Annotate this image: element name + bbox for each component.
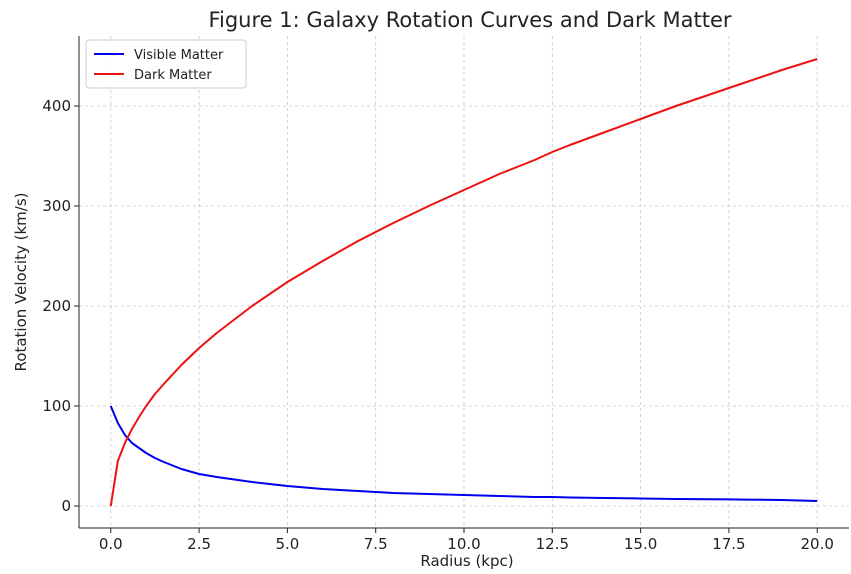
x-tick-label: 5.0 — [275, 535, 299, 553]
series-line-1 — [109, 405, 818, 502]
chart-title: Figure 1: Galaxy Rotation Curves and Dar… — [208, 8, 731, 32]
x-tick-label: 7.5 — [364, 535, 388, 553]
legend-label-2: Dark Matter — [134, 68, 212, 83]
y-tick-label: 300 — [42, 197, 71, 215]
legend: Visible Matter Dark Matter — [85, 39, 247, 89]
series-line-2 — [109, 58, 818, 507]
x-tick-label: 20.0 — [801, 535, 834, 553]
x-axis-label: Radius (kpc) — [420, 552, 513, 570]
y-tick-label: 100 — [42, 397, 71, 415]
series-layer — [109, 58, 818, 507]
axes: 0.0 2.5 5.0 7.5 10.0 12.5 15.0 17.5 20.0 0 100 200 3… — [42, 36, 849, 553]
x-tick-label: 17.5 — [712, 535, 745, 553]
x-tick-label: 0.0 — [99, 535, 123, 553]
x-tick-label: 2.5 — [187, 535, 211, 553]
x-tick-label: 15.0 — [624, 535, 657, 553]
x-tick-label: 10.0 — [447, 535, 480, 553]
legend-label-1: Visible Matter — [134, 48, 224, 63]
y-axis-label: Rotation Velocity (km/s) — [12, 193, 30, 372]
y-tick-label: 200 — [42, 297, 71, 315]
grid — [79, 36, 849, 528]
y-tick-label: 400 — [42, 97, 71, 115]
x-tick-label: 12.5 — [536, 535, 569, 553]
legend-box — [85, 39, 247, 89]
y-tick-label: 0 — [61, 497, 71, 515]
